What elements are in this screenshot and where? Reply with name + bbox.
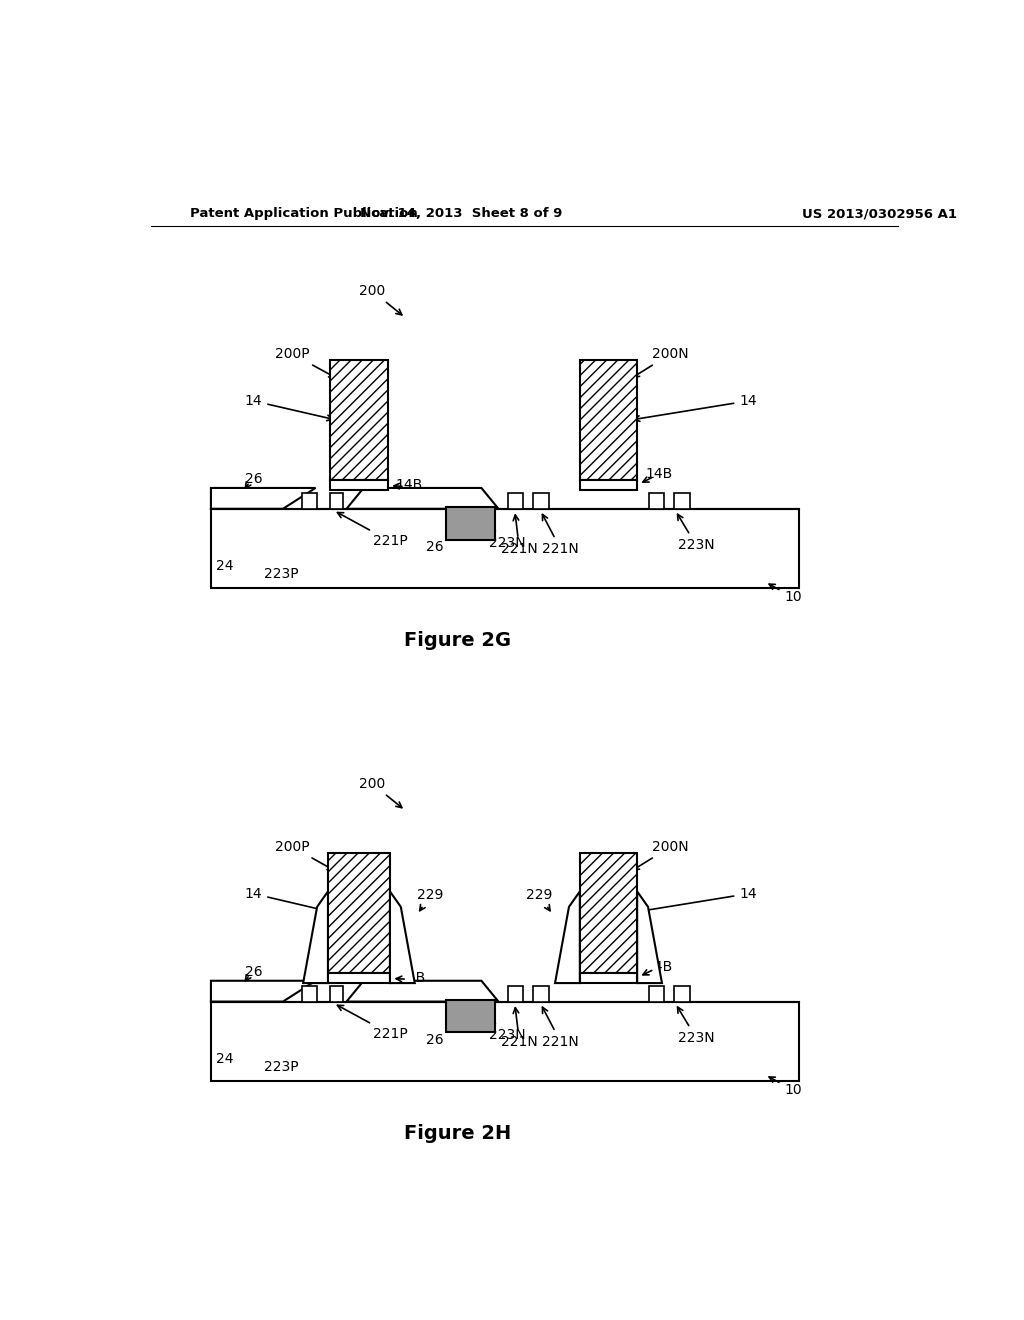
- Text: 221N: 221N: [501, 1007, 538, 1048]
- Bar: [675, 986, 690, 1002]
- Text: 223P: 223P: [264, 1060, 299, 1074]
- Text: 229: 229: [526, 888, 553, 911]
- Text: 221N: 221N: [542, 1007, 579, 1048]
- Bar: [649, 986, 665, 1002]
- Text: 26: 26: [245, 471, 262, 486]
- Text: Nov. 14, 2013  Sheet 8 of 9: Nov. 14, 2013 Sheet 8 of 9: [360, 207, 562, 220]
- Bar: [580, 480, 637, 490]
- Polygon shape: [303, 891, 328, 983]
- Bar: [445, 1001, 495, 1032]
- Text: US 2013/0302956 A1: US 2013/0302956 A1: [802, 207, 957, 220]
- Text: 14: 14: [634, 887, 757, 915]
- Bar: [580, 360, 637, 480]
- Text: 223N: 223N: [477, 513, 526, 549]
- Text: 14: 14: [245, 393, 333, 421]
- Bar: [330, 360, 388, 480]
- Text: 229: 229: [417, 888, 443, 911]
- Text: 200P: 200P: [275, 840, 333, 870]
- Bar: [302, 986, 317, 1002]
- Polygon shape: [555, 891, 580, 983]
- Bar: [534, 494, 549, 508]
- Bar: [580, 973, 637, 983]
- Text: 14B: 14B: [398, 970, 425, 985]
- Text: 26: 26: [426, 540, 443, 554]
- Text: 14: 14: [245, 887, 331, 913]
- Text: 10: 10: [769, 585, 802, 605]
- Text: 14B: 14B: [395, 478, 423, 492]
- Bar: [330, 480, 388, 490]
- Text: 223N: 223N: [678, 515, 715, 552]
- Text: 221P: 221P: [338, 1006, 408, 1041]
- Text: Figure 2G: Figure 2G: [403, 631, 511, 649]
- Text: 221N: 221N: [501, 515, 538, 556]
- Polygon shape: [346, 981, 499, 1002]
- Polygon shape: [390, 891, 415, 983]
- Bar: [445, 507, 495, 540]
- Text: 24: 24: [216, 1052, 233, 1067]
- Polygon shape: [346, 488, 499, 508]
- Bar: [302, 494, 317, 508]
- Bar: [328, 853, 390, 973]
- Bar: [330, 986, 343, 1002]
- Text: 200P: 200P: [275, 347, 335, 378]
- Text: 10: 10: [769, 1077, 802, 1097]
- Text: 14: 14: [634, 393, 757, 421]
- Text: 200: 200: [359, 284, 401, 315]
- Bar: [534, 986, 549, 1002]
- Bar: [211, 1002, 799, 1081]
- Bar: [211, 508, 799, 589]
- Text: Figure 2H: Figure 2H: [403, 1123, 511, 1143]
- Bar: [649, 494, 665, 508]
- Text: 223N: 223N: [678, 1007, 715, 1044]
- Text: 200N: 200N: [634, 840, 689, 870]
- Text: 223P: 223P: [264, 568, 299, 581]
- Text: 14B: 14B: [645, 960, 673, 974]
- Bar: [330, 494, 343, 508]
- Polygon shape: [211, 981, 315, 1002]
- Polygon shape: [211, 488, 315, 508]
- Text: 26: 26: [245, 965, 262, 978]
- Text: 14B: 14B: [645, 467, 673, 480]
- Text: 221P: 221P: [338, 512, 408, 548]
- Bar: [508, 986, 523, 1002]
- Text: 26: 26: [426, 1034, 443, 1047]
- Text: 24: 24: [216, 560, 233, 573]
- Text: 221N: 221N: [542, 515, 579, 556]
- Text: 200N: 200N: [634, 347, 689, 378]
- Text: 200: 200: [359, 776, 401, 808]
- Bar: [580, 853, 637, 973]
- Text: 223N: 223N: [477, 1006, 526, 1043]
- Bar: [508, 494, 523, 508]
- Text: Patent Application Publication: Patent Application Publication: [190, 207, 418, 220]
- Bar: [675, 494, 690, 508]
- Bar: [328, 973, 390, 983]
- Polygon shape: [637, 891, 662, 983]
